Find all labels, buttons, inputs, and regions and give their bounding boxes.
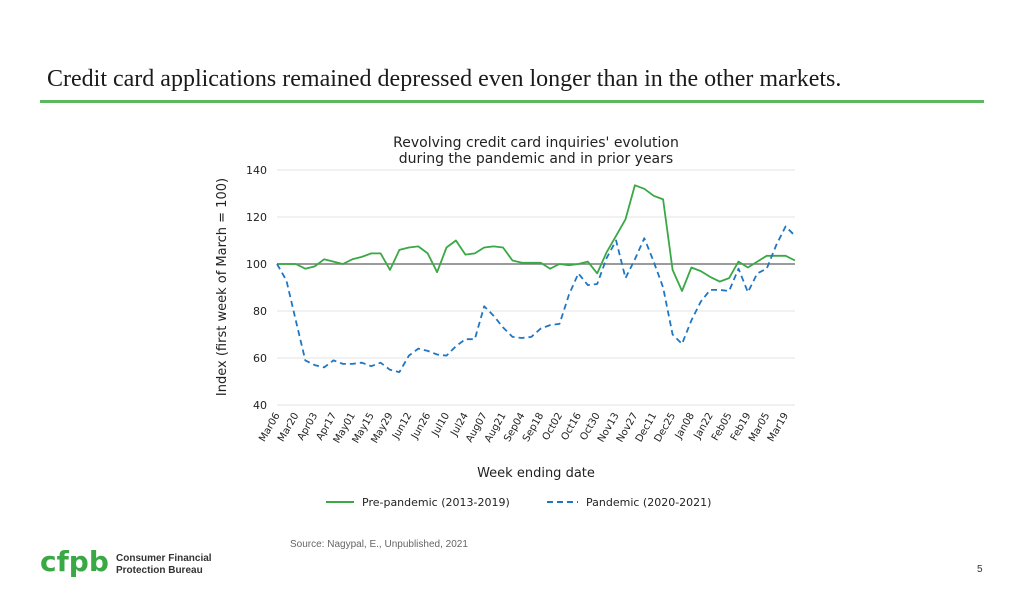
legend-label-pandemic: Pandemic (2020-2021) [586,496,711,509]
org-name-line-2: Protection Bureau [116,565,203,576]
series-line-pre-pandemic [277,184,796,292]
chart-title-line-1: Revolving credit card inquiries' evoluti… [393,135,679,151]
legend: Pre-pandemic (2013-2019) Pandemic (2020-… [326,496,711,509]
cfpb-logo: cfpb [40,545,109,578]
y-axis-label: Index (first week of March = 100) [215,178,230,396]
slide-title: Credit card applications remained depres… [47,66,842,92]
y-tick-label-120: 120 [246,211,267,224]
y-tick-label-140: 140 [246,164,267,177]
legend-label-pre-pandemic: Pre-pandemic (2013-2019) [362,496,510,509]
y-tick-labels: 40 60 80 100 120 140 [246,164,267,412]
series-lines [276,184,796,374]
x-axis-label: Week ending date [477,466,595,481]
y-tick-label-80: 80 [253,305,267,318]
title-rule [40,100,984,103]
cfpb-logo-text: cfpb [40,545,109,578]
y-tick-label-40: 40 [253,399,267,412]
gridlines [277,169,795,406]
source-note: Source: Nagypal, E., Unpublished, 2021 [290,539,468,550]
series-line-pandemic [276,225,796,374]
org-name: Consumer Financial Protection Bureau [116,553,212,577]
x-tick-label-Jul10: Jul10 [430,411,452,439]
y-tick-label-100: 100 [246,258,267,271]
chart-title-line-2: during the pandemic and in prior years [399,151,673,167]
y-tick-label-60: 60 [253,352,267,365]
org-name-line-1: Consumer Financial [116,553,212,564]
x-tick-labels: Mar06Mar20Apr03Apr17May01May15May29Jun12… [257,411,791,445]
page-number: 5 [977,564,983,575]
